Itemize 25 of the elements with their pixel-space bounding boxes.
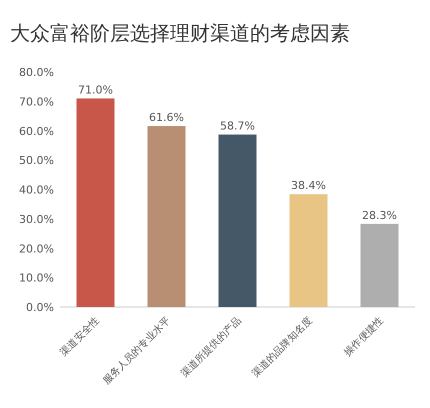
y-tick-label: 50.0%	[19, 154, 54, 168]
data-label: 61.6%	[149, 111, 184, 124]
y-tick-label: 30.0%	[19, 212, 54, 226]
y-tick-label: 10.0%	[19, 272, 54, 285]
bar	[148, 126, 186, 307]
bar	[76, 98, 114, 307]
data-label: 58.7%	[220, 120, 255, 133]
y-tick-label: 70.0%	[19, 95, 54, 108]
y-tick-label: 20.0%	[19, 242, 54, 256]
y-tick-label: 40.0%	[19, 184, 54, 196]
bar	[218, 134, 256, 307]
data-label: 71.0%	[78, 83, 113, 96]
data-label: 38.4%	[291, 179, 326, 192]
x-tick-label: 操作便捷性	[342, 314, 386, 358]
data-label: 28.3%	[362, 208, 397, 222]
y-tick-label: 0.0%	[26, 301, 54, 314]
x-tick-label: 渠道安全性	[58, 314, 102, 358]
chart-title: 大众富裕阶层选择理财渠道的考虑因素	[10, 21, 350, 45]
bar	[290, 194, 328, 307]
x-tick-label: 渠道的品牌知名度	[250, 314, 315, 380]
x-tick-label: 渠道所提供的产品	[178, 314, 244, 380]
y-tick-label: 80.0%	[19, 66, 54, 79]
x-tick-label: 服务人员的专业水平	[100, 314, 173, 387]
bar	[360, 224, 398, 307]
y-tick-label: 60.0%	[19, 124, 54, 138]
